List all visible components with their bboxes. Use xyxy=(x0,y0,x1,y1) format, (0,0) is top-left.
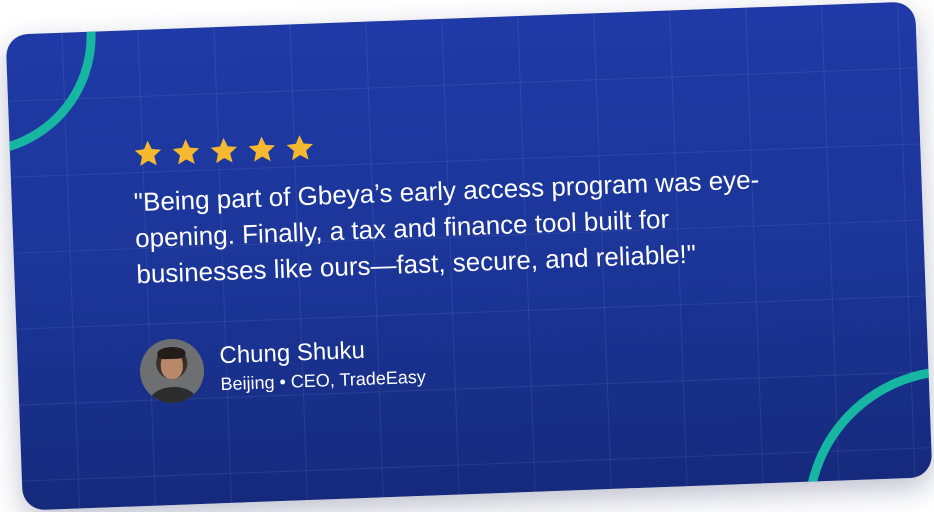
star-icon xyxy=(248,136,276,162)
author-role: Beijing • CEO, TradeEasy xyxy=(220,366,427,395)
star-icon xyxy=(134,140,162,166)
avatar-hair xyxy=(157,346,186,360)
avatar-shoulders xyxy=(148,386,198,405)
avatar xyxy=(138,337,206,405)
rating-stars xyxy=(131,113,822,170)
star-icon xyxy=(286,135,313,161)
testimonial-content: "Being part of Gbeya’s early access prog… xyxy=(131,113,830,405)
author-text: Chung Shuku Beijing • CEO, TradeEasy xyxy=(219,335,426,396)
testimonial-quote: "Being part of Gbeya’s early access prog… xyxy=(133,164,760,290)
star-icon xyxy=(210,137,238,164)
testimonial-card: "Being part of Gbeya’s early access prog… xyxy=(5,1,933,511)
star-icon xyxy=(172,139,200,165)
